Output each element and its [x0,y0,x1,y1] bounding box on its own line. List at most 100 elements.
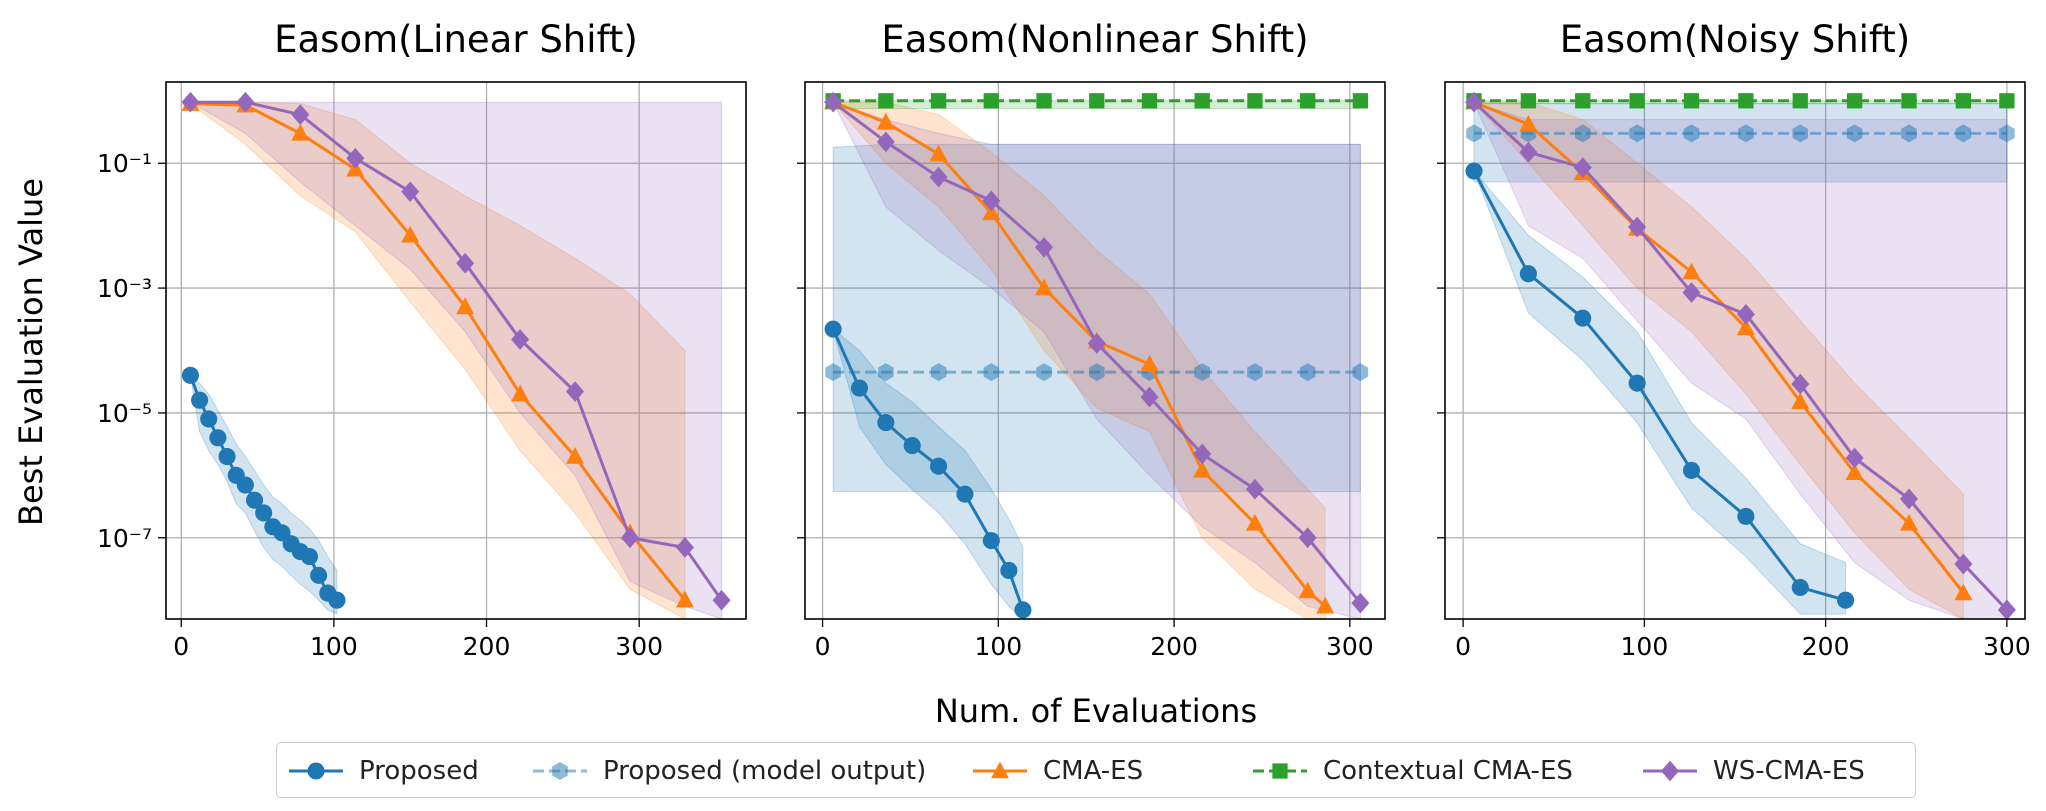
marker-proposed [218,448,236,466]
x-axis-label: Num. of Evaluations [935,692,1257,730]
marker-cma-es [1791,392,1810,410]
marker-contextual-cma-es [1846,93,1863,109]
y-tick-label: 10⁻⁵ [97,399,152,428]
marker-contextual-cma-es [1901,93,1917,109]
marker-ws-cma-es [1736,303,1755,325]
marker-contextual-cma-es [1999,93,2015,109]
marker-proposed [956,485,974,503]
marker-proposed-model-output- [878,363,894,382]
marker-proposed-model-output- [1036,363,1052,382]
marker-ws-cma-es [1035,236,1054,258]
marker-ws-cma-es [929,166,948,188]
marker-proposed [236,476,254,494]
marker-proposed [245,491,264,509]
marker-cma-es [1316,596,1335,614]
panel-title: Easom(Linear Shift) [274,18,638,61]
marker-proposed [877,414,895,432]
legend-item: Proposed (model output) [531,743,926,799]
marker-contextual-cma-es [983,93,999,109]
marker-proposed [181,366,199,384]
marker-cma-es [675,590,694,608]
marker-contextual-cma-es [1792,93,1808,109]
legend-marker [307,762,325,780]
plots: Easom(Linear Shift) 0 100 200 300 10⁻¹ 10⁻³ 10⁻… [97,18,2031,661]
marker-ws-cma-es [1298,527,1317,549]
marker-proposed [200,410,218,428]
band-proposed [1473,170,1847,615]
marker-ws-cma-es [824,91,843,113]
marker-ws-cma-es [982,190,1001,212]
marker-ws-cma-es [1519,141,1538,163]
band-ws-cma-es [188,101,723,619]
marker-ws-cma-es [1573,157,1592,178]
marker-proposed-model-output- [1194,363,1210,382]
panel-title: Easom(Nonlinear Shift) [881,18,1308,61]
marker-cma-es [1954,583,1973,601]
marker-proposed-model-output- [825,363,841,382]
x-tick-label: 100 [974,632,1022,661]
marker-contextual-cma-es [1629,93,1645,109]
marker-proposed-model-output- [1299,363,1316,382]
marker-cma-es [982,203,1001,221]
x-tick-label: 200 [1802,632,1850,661]
legend-label: Proposed [359,756,479,786]
marker-proposed-model-output- [1352,363,1369,382]
marker-ws-cma-es [1193,443,1212,465]
marker-contextual-cma-es [1300,93,1316,109]
marker-ws-cma-es [1351,592,1370,614]
marker-proposed [1000,561,1018,579]
marker-ws-cma-es [1628,216,1647,238]
marker-proposed-model-output- [1792,124,1808,143]
marker-proposed [1628,374,1646,392]
legend-label: WS-CMA-ES [1713,756,1865,786]
y-tick-label: 10⁻¹ [97,149,152,178]
marker-ws-cma-es [1245,478,1264,500]
marker-cma-es [1193,460,1212,478]
x-tick-label: 200 [1150,632,1198,661]
axes-frame [165,81,747,620]
marker-proposed [903,437,921,455]
marker-proposed-model-output- [1901,124,1917,143]
marker-contextual-cma-es [930,93,947,109]
band-proposed [832,327,1024,619]
legend-marker [552,762,568,780]
series-area [824,91,1370,619]
marker-ws-cma-es [456,252,475,274]
marker-ws-cma-es [1087,333,1106,354]
marker-cma-es [1519,114,1538,132]
marker-proposed [850,379,869,397]
marker-proposed-model-output- [1738,124,1754,143]
panel-1: Easom(Linear Shift) 0 100 200 300 10⁻¹ 10⁻³ 10⁻… [97,18,747,661]
marker-proposed [255,504,273,522]
marker-ws-cma-es [346,147,365,169]
band-cma-es [188,101,686,619]
marker-cma-es [511,384,530,402]
x-tick-label: 0 [173,632,189,661]
circle-marker-icon [289,762,343,780]
legend-label: CMA-ES [1043,756,1144,786]
marker-contextual-cma-es [1520,93,1537,109]
marker-ws-cma-es [566,381,585,402]
marker-contextual-cma-es [1141,93,1158,109]
marker-cma-es [876,112,895,130]
marker-ws-cma-es [511,329,530,350]
legend-item: Proposed [287,743,479,799]
marker-contextual-cma-es [1089,93,1105,109]
series-area [1465,91,2016,619]
marker-proposed [300,548,319,566]
marker-ws-cma-es [675,537,694,558]
marker-ws-cma-es [291,104,310,125]
x-tick-label: 200 [463,632,511,661]
panel-3: Easom(Noisy Shift) 0 100 200 300 [1437,18,2031,661]
marker-ws-cma-es [712,589,731,611]
marker-proposed-model-output- [1955,124,1972,143]
legend-marker [1661,760,1679,782]
x-tick-label: 100 [310,632,358,661]
marker-proposed-model-output- [1999,124,2015,143]
marker-cma-es [1736,318,1755,336]
marker-ws-cma-es [1791,373,1810,395]
diamond-marker-icon [1643,760,1697,782]
marker-contextual-cma-es [1955,93,1972,109]
x-tick-label: 300 [615,632,663,661]
